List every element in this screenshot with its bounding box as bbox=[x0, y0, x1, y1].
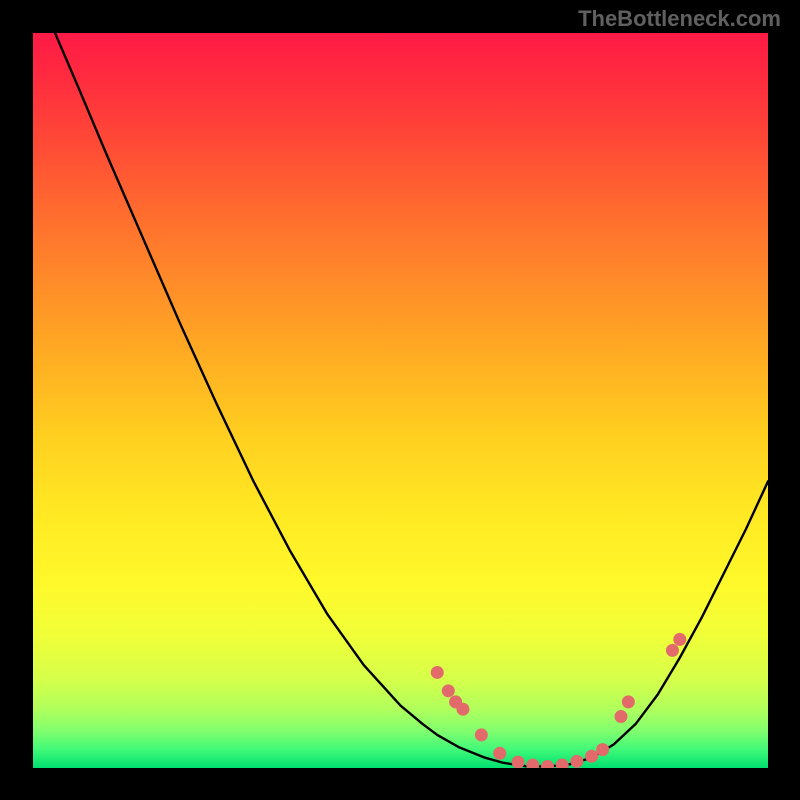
curve-marker bbox=[431, 666, 444, 679]
curve-marker bbox=[512, 756, 525, 768]
curve-marker bbox=[541, 760, 554, 768]
curve-marker bbox=[570, 755, 583, 768]
curve-marker bbox=[666, 644, 679, 657]
curve-marker bbox=[622, 695, 635, 708]
chart-container: TheBottleneck.com bbox=[0, 0, 800, 800]
curve-marker bbox=[615, 710, 628, 723]
curve-marker bbox=[585, 750, 598, 763]
curve-marker bbox=[493, 747, 506, 760]
curve-marker bbox=[596, 743, 609, 756]
curve-marker bbox=[442, 684, 455, 697]
curve-marker bbox=[673, 633, 686, 646]
curve-marker bbox=[556, 759, 569, 768]
watermark-text: TheBottleneck.com bbox=[578, 6, 781, 32]
curve-marker bbox=[475, 728, 488, 741]
plot-area bbox=[33, 33, 768, 768]
bottleneck-curve bbox=[33, 33, 768, 768]
curve-marker bbox=[456, 703, 469, 716]
curve-path bbox=[55, 33, 768, 767]
curve-marker bbox=[526, 759, 539, 768]
